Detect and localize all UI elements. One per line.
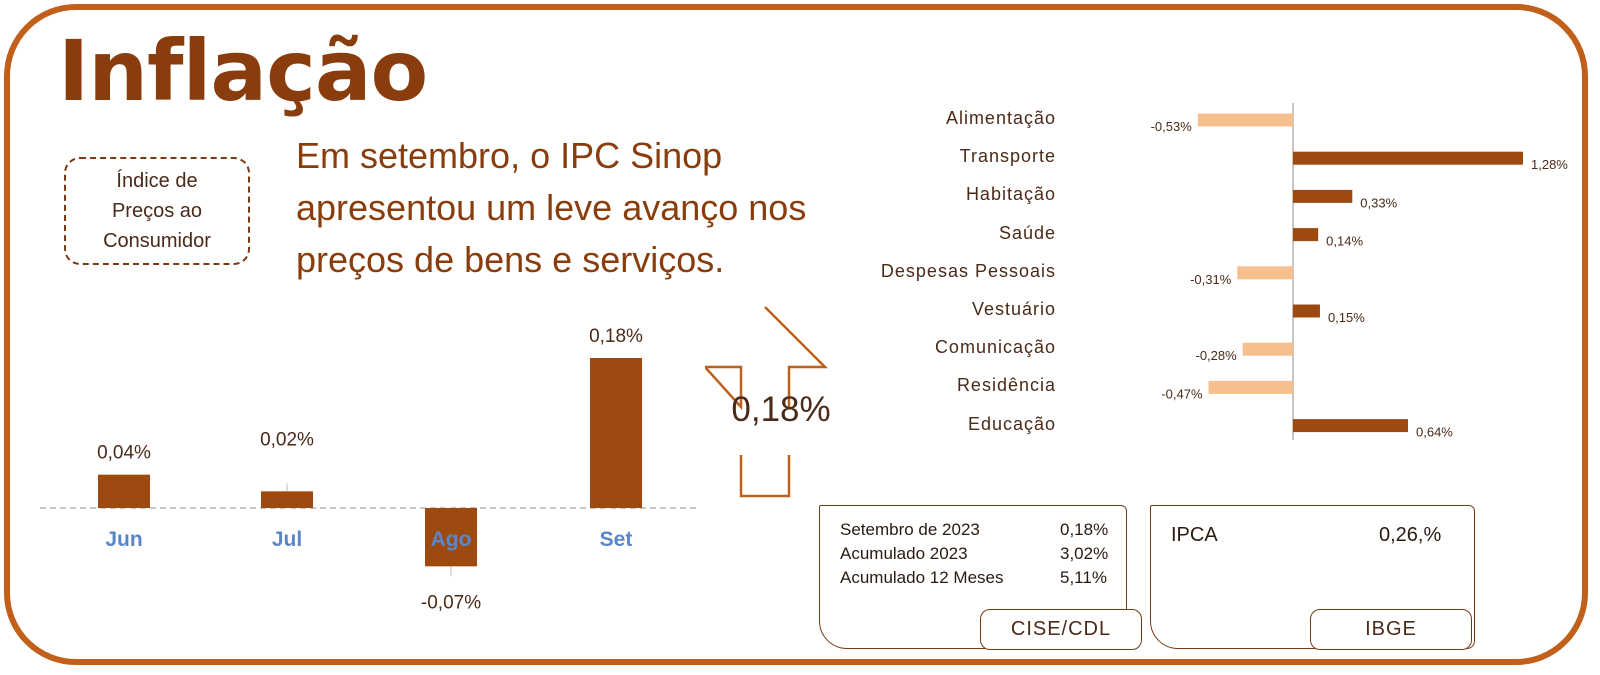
category-label: Ago: [431, 528, 472, 551]
category-label: Despesas Pessoais: [880, 260, 1056, 281]
bar: [1293, 228, 1319, 242]
category-label: Transporte: [959, 146, 1056, 167]
bar: [425, 508, 477, 567]
category-label: Saúde: [998, 222, 1056, 243]
category-label: Vestuário: [971, 299, 1056, 319]
bar: [1242, 342, 1293, 356]
cise-row-label: Setembro de 2023: [840, 520, 980, 539]
bar: [590, 358, 642, 508]
data-label: 0,33%: [1360, 195, 1397, 210]
arrow-value: 0,18%: [731, 390, 831, 429]
data-label: 0,04%: [97, 443, 151, 464]
data-label: 0,02%: [260, 429, 314, 450]
description-text: Em setembro, o IPC Sinop apresentou um l…: [296, 135, 807, 280]
cise-row-value: 0,18%: [1060, 520, 1109, 539]
bar: [98, 474, 150, 508]
ibge-value: 0,26,%: [1379, 524, 1442, 546]
cise-row-value: 5,11%: [1060, 568, 1107, 587]
bar: [1208, 380, 1293, 394]
data-label: -0,07%: [421, 592, 481, 613]
category-label: Educação: [967, 413, 1056, 434]
bar: [1293, 189, 1353, 203]
category-label: Comunicação: [934, 337, 1056, 358]
bar: [1197, 113, 1293, 127]
cise-row-label: Acumulado 2023: [840, 544, 968, 563]
bar: [1237, 266, 1293, 280]
data-label: 0,15%: [1328, 310, 1365, 325]
data-label: 0,14%: [1326, 234, 1363, 249]
category-label: Alimentação: [945, 108, 1056, 128]
category-label: Jun: [105, 528, 142, 551]
page-title: Inflação: [58, 22, 428, 120]
cise-row-value: 3,02%: [1060, 544, 1109, 563]
data-label: -0,31%: [1190, 272, 1232, 287]
category-label: Set: [600, 528, 633, 551]
index-badge-text: Índice de Preços ao Consumidor: [103, 170, 211, 252]
bar: [1293, 151, 1523, 165]
ibge-label: IPCA: [1171, 524, 1218, 546]
data-label: 1,28%: [1531, 157, 1568, 172]
monthly-bar-chart: 0,04% Jun 0,02% Jul -0,07% Ago 0,18% Set: [40, 326, 700, 613]
bar: [1293, 304, 1320, 318]
bar: [261, 491, 313, 508]
category-label: Residência: [956, 375, 1056, 396]
data-label: -0,53%: [1151, 119, 1193, 134]
data-label: 0,64%: [1416, 425, 1453, 440]
category-label: Jul: [272, 528, 302, 551]
data-label: -0,28%: [1195, 348, 1237, 363]
ibge-source-tag: IBGE: [1310, 609, 1472, 650]
index-badge: Índice de Preços ao Consumidor: [64, 157, 250, 265]
category-label: Habitação: [965, 184, 1056, 205]
data-label: -0,47%: [1161, 386, 1203, 401]
cise-source-tag: CISE/CDL: [980, 609, 1142, 650]
up-arrow-icon: [705, 306, 829, 498]
bar: [1293, 419, 1408, 433]
category-bar-chart: -0,53% 1,28% 0,33% 0,14% -0,31% 0,15% -0,28% -0…: [1151, 103, 1568, 440]
data-label: 0,18%: [589, 326, 643, 347]
cise-row-label: Acumulado 12 Meses: [840, 568, 1004, 587]
